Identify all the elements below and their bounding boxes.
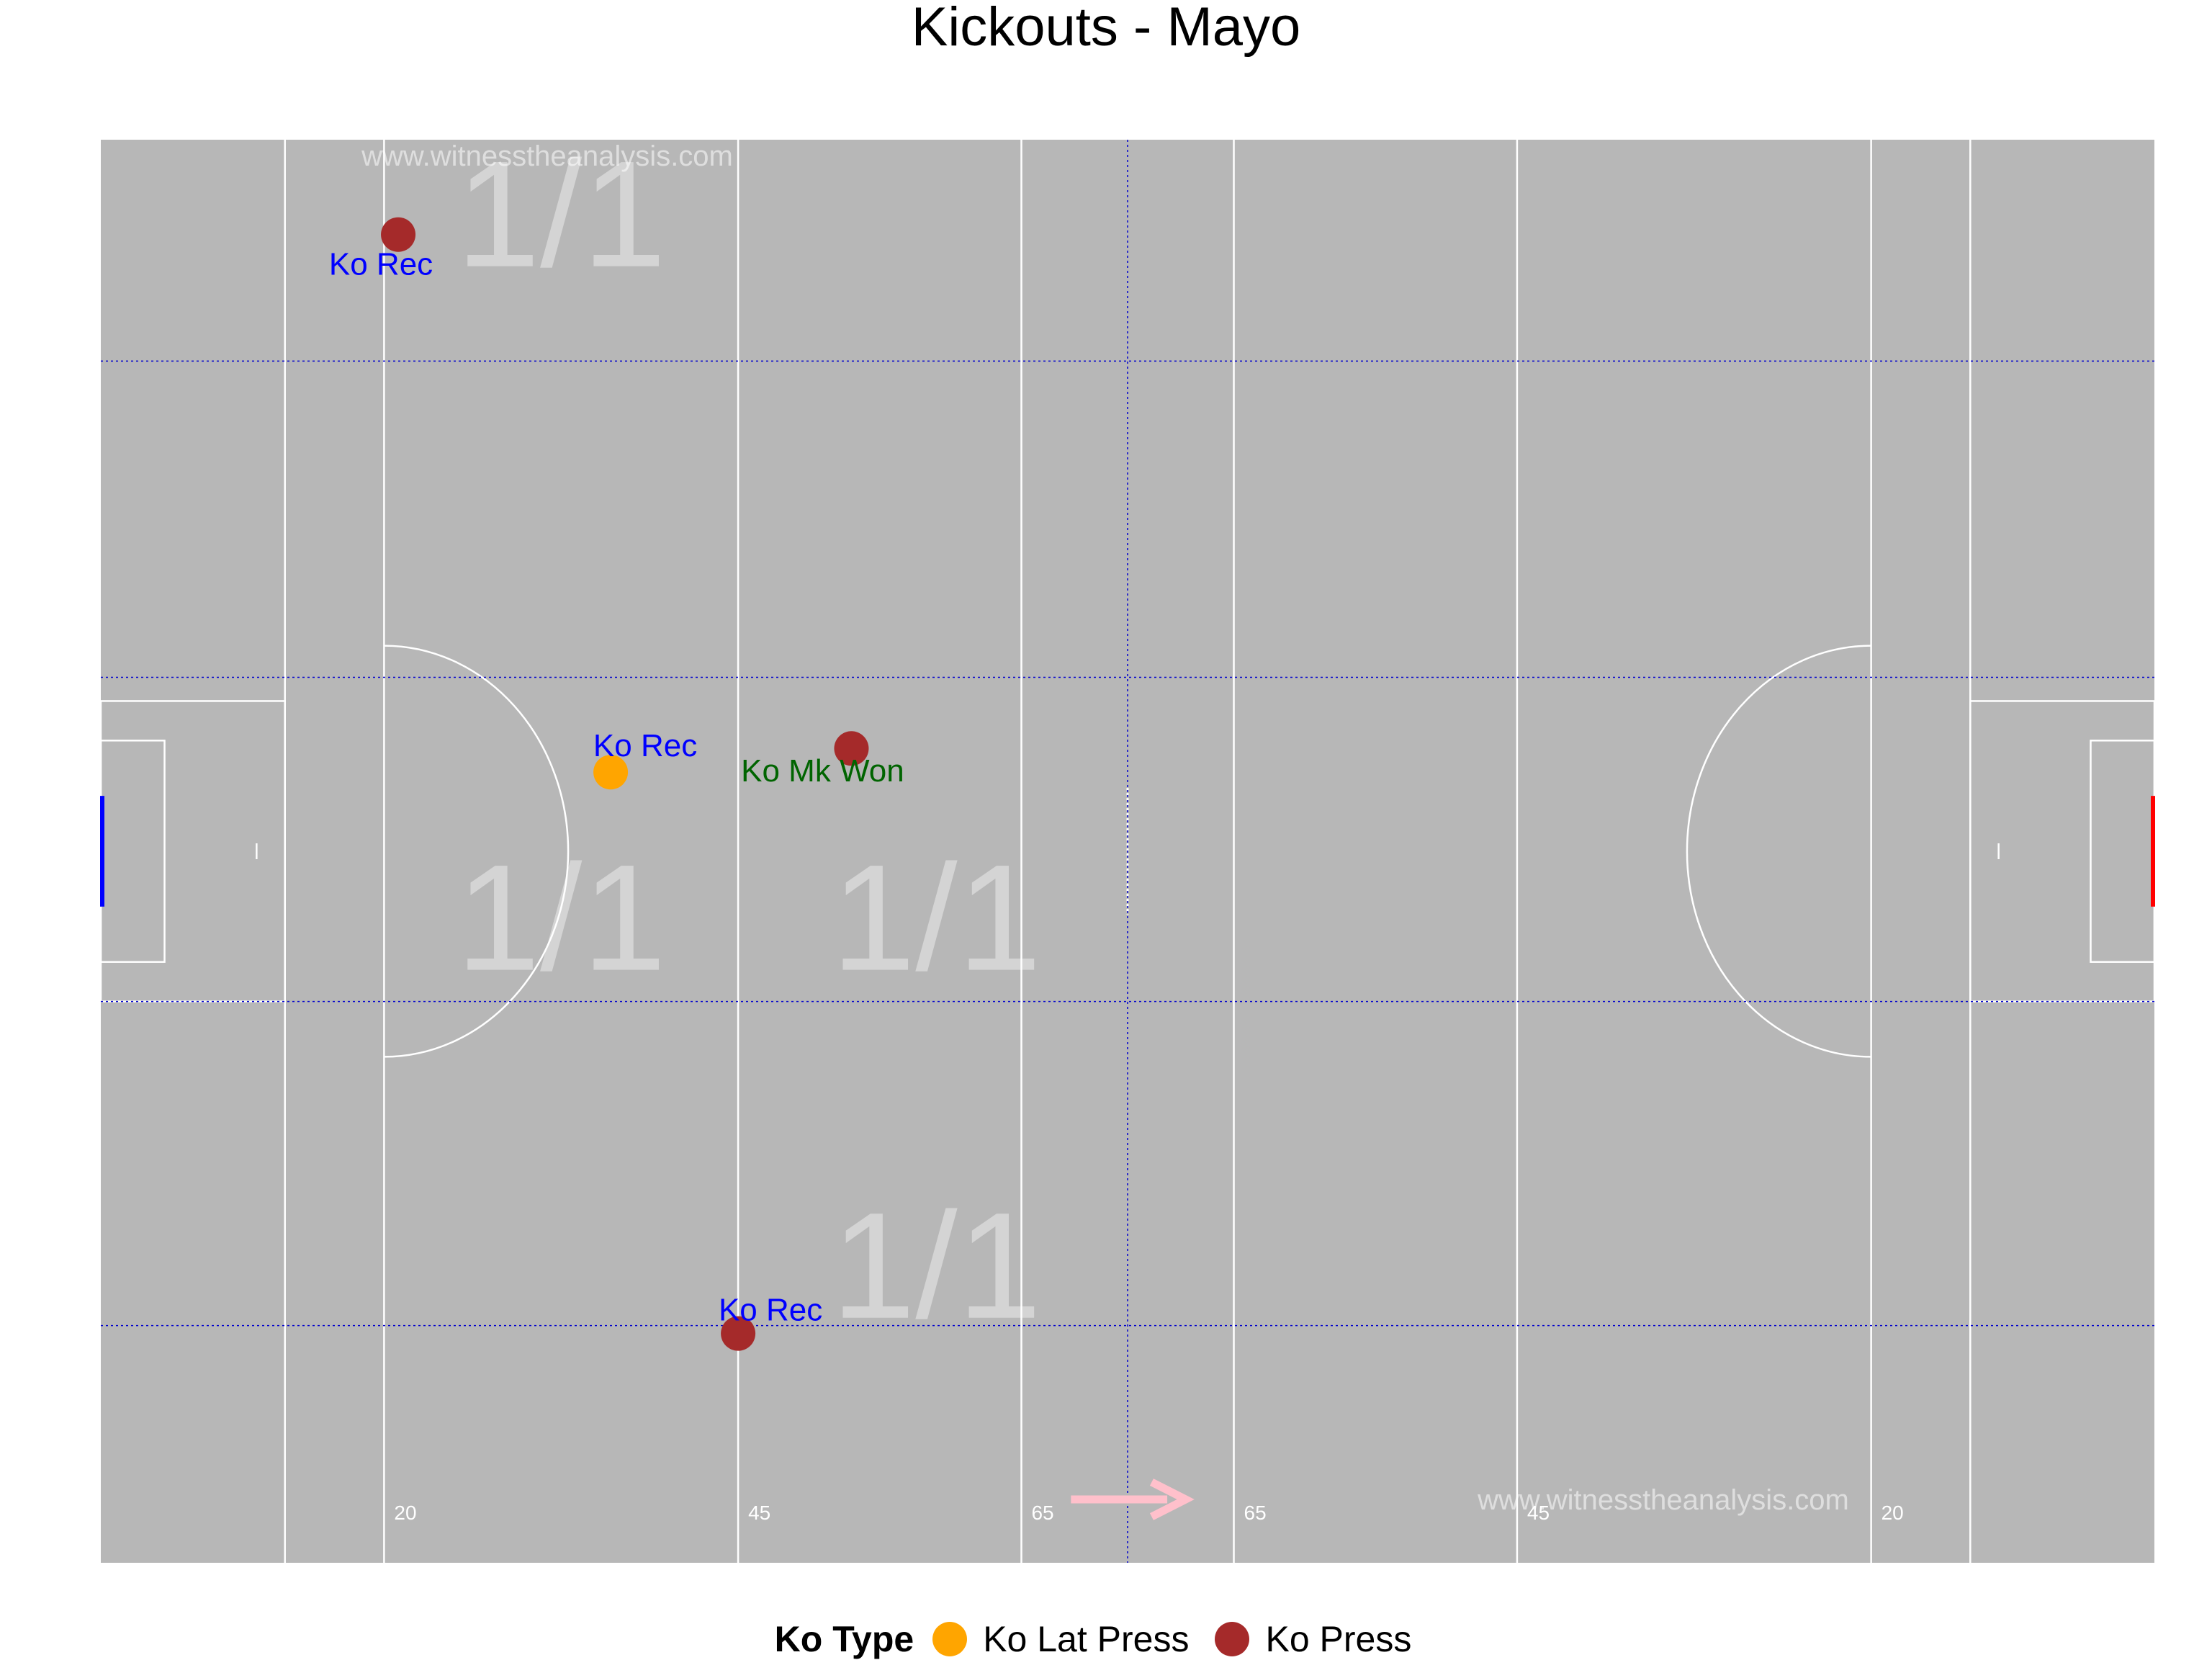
kickout-label-3: Ko Rec [719,1292,822,1327]
zone-count-centre-left: 1/1 [456,833,666,1002]
watermark-top: www.witnesstheanalysis.com [361,140,733,172]
zone-count-bottom-midleft: 1/1 [832,1181,1042,1350]
zone-grid [101,140,2154,1563]
right-arc [1686,645,1871,1058]
zone-count-centre-midleft: 1/1 [832,833,1042,1002]
distance-marker-0: 20 [394,1502,416,1524]
distance-marker-1: 45 [748,1502,770,1524]
left-arc [384,645,569,1058]
legend-title: Ko Type [774,1619,914,1659]
kickout-label-0: Ko Rec [329,246,433,282]
distance-marker-5: 20 [1881,1502,1904,1524]
kickout-label-1: Ko Rec [593,728,697,763]
legend-swatch-ko-press [1215,1622,1250,1656]
legend: Ko Type Ko Lat Press Ko Press [0,1619,2212,1659]
kickout-point-2 [834,731,869,766]
kickout-points: Ko Rec Ko Rec Ko Mk Won Ko Rec [329,217,904,1351]
legend-swatch-ko-lat-press [932,1622,968,1656]
legend-label-ko-press: Ko Press [1265,1619,1412,1659]
legend-item-ko-press: Ko Press [1215,1618,1411,1660]
zone-counts: 1/1 1/1 1/1 1/1 [456,130,1041,1350]
pitch-annotations: www.witnesstheanalysis.com www.witnessthe… [361,140,1904,1524]
kickout-point-3 [721,1316,756,1351]
kickout-point-0 [381,217,416,252]
chart-title: Kickouts - Mayo [911,0,1301,58]
legend-item-ko-lat-press: Ko Lat Press [932,1618,1189,1660]
legend-label-ko-lat-press: Ko Lat Press [983,1619,1190,1659]
kickout-point-1 [593,755,629,790]
kickout-label-2: Ko Mk Won [741,753,904,789]
direction-arrow-head [1149,1479,1195,1520]
distance-marker-3: 65 [1244,1502,1267,1524]
watermark-bottom: www.witnesstheanalysis.com [1477,1484,1849,1516]
distance-marker-4: 45 [1527,1502,1550,1524]
zone-count-top-left: 1/1 [456,130,666,299]
distance-marker-2: 65 [1031,1502,1053,1524]
